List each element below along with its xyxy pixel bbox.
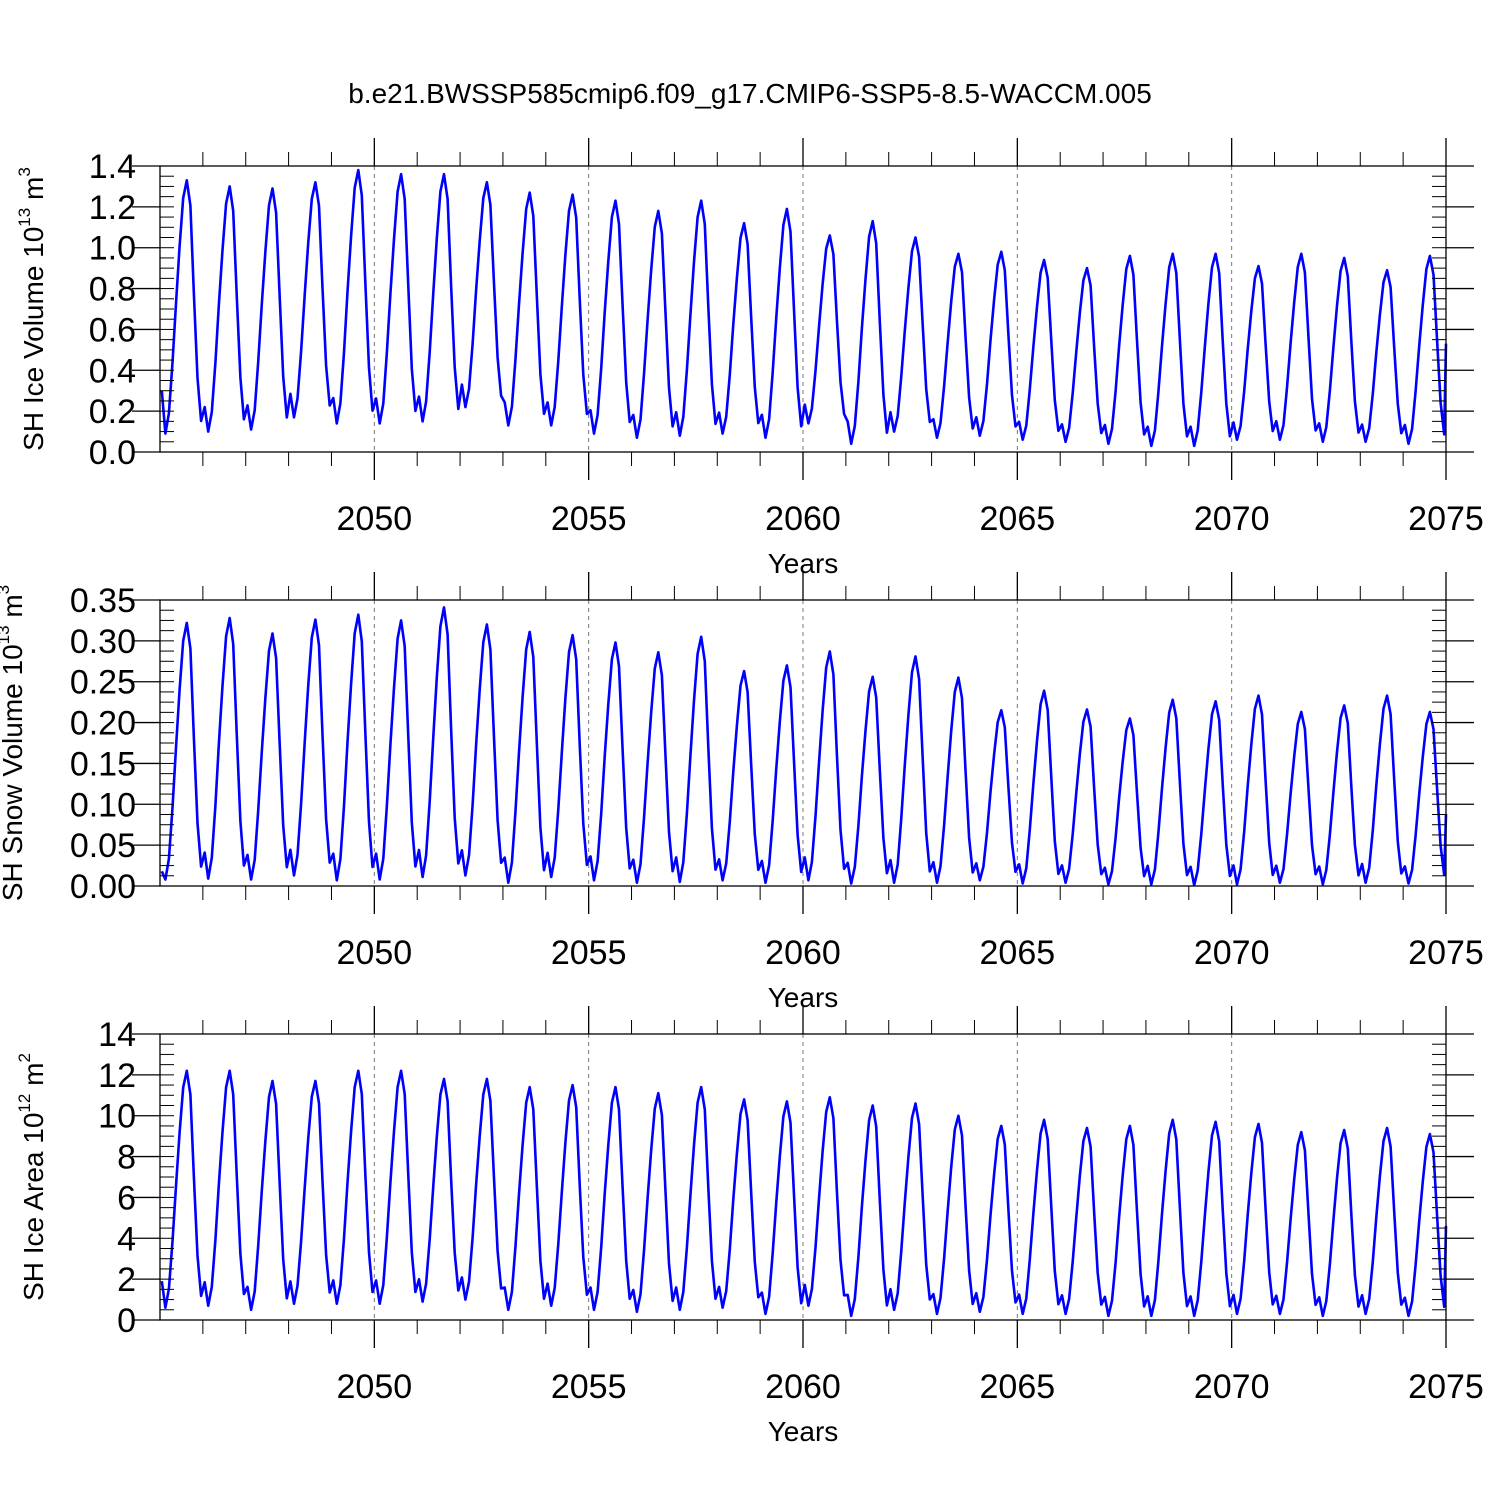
x-tick-label: 2060: [765, 934, 841, 972]
y-axis-label-unit: m: [0, 594, 28, 625]
y-tick-label: 0.05: [70, 827, 136, 865]
x-tick-label: 2055: [551, 1368, 627, 1406]
x-tick-label: 2060: [765, 500, 841, 538]
y-axis-label-unit-exponent: 3: [0, 585, 13, 594]
x-tick-label: 2050: [337, 500, 413, 538]
y-tick-label: 2: [117, 1261, 136, 1299]
y-tick-label: 0.25: [70, 664, 136, 702]
y-tick-label: 0.20: [70, 705, 136, 743]
y-axis-label-exponent: 13: [0, 625, 13, 644]
y-tick-label: 1.2: [89, 189, 136, 227]
y-axis-label: SH Ice Volume 1013 m3: [15, 167, 49, 451]
y-tick-label: 6: [117, 1179, 136, 1217]
x-tick-label: 2065: [980, 1368, 1056, 1406]
y-axis-label-exponent: 12: [15, 1094, 34, 1113]
x-tick-label: 2070: [1194, 1368, 1270, 1406]
y-tick-label: 0.0: [89, 434, 136, 472]
y-tick-label: 10: [98, 1098, 136, 1136]
x-tick-label: 2055: [551, 500, 627, 538]
y-tick-label: 0.30: [70, 623, 136, 661]
x-tick-label: 2060: [765, 1368, 841, 1406]
figure-title: b.e21.BWSSP585cmip6.f09_g17.CMIP6-SSP5-8…: [348, 78, 1152, 109]
y-axis-label-unit-exponent: 2: [15, 1053, 34, 1062]
series-line-sh-ice-volume: [160, 168, 1448, 448]
y-axis-label-unit: m: [18, 177, 49, 208]
x-tick-label: 2070: [1194, 934, 1270, 972]
y-axis-label: SH Ice Area 1012 m2: [15, 1053, 49, 1301]
y-axis-label-text: SH Ice Area 10: [18, 1113, 49, 1301]
x-tick-label: 2075: [1408, 934, 1484, 972]
x-tick-label: 2050: [337, 934, 413, 972]
y-tick-label: 0.8: [89, 271, 136, 309]
y-tick-label: 0.00: [70, 868, 136, 906]
x-tick-label: 2075: [1408, 500, 1484, 538]
y-tick-label: 0.15: [70, 745, 136, 783]
x-tick-label: 2055: [551, 934, 627, 972]
series-line-sh-snow-volume: [160, 606, 1448, 887]
y-tick-label: 1.4: [89, 148, 136, 186]
y-tick-label: 14: [98, 1016, 136, 1054]
y-tick-label: 4: [117, 1220, 136, 1258]
panel-2: 0.000.050.100.150.200.250.300.35 2050 2055…: [0, 572, 1484, 1013]
y-tick-label: 0.10: [70, 786, 136, 824]
x-axis-label: Years: [768, 1416, 839, 1447]
x-tick-label: 2065: [980, 934, 1056, 972]
y-axis-label-exponent: 13: [15, 208, 34, 227]
series-line-sh-ice-area: [160, 1069, 1448, 1318]
y-axis-label-text: SH Ice Volume 10: [18, 227, 49, 451]
y-tick-label: 0: [117, 1302, 136, 1340]
x-tick-label: 2050: [337, 1368, 413, 1406]
y-tick-label: 0.6: [89, 311, 136, 349]
y-tick-label: 8: [117, 1139, 136, 1177]
y-tick-label: 0.2: [89, 393, 136, 431]
y-axis-label-unit-exponent: 3: [15, 167, 34, 176]
y-axis-label: SH Snow Volume 1013 m3: [0, 585, 28, 901]
x-tick-label: 2070: [1194, 500, 1270, 538]
y-axis-label-text: SH Snow Volume 10: [0, 644, 28, 901]
y-tick-label: 1.0: [89, 230, 136, 268]
y-tick-label: 0.4: [89, 352, 136, 390]
y-tick-label: 0.35: [70, 582, 136, 620]
y-tick-label: 12: [98, 1057, 136, 1095]
panel-1: 0.00.20.40.60.81.01.21.4 2050 2055 2060 2065…: [15, 138, 1484, 579]
x-tick-label: 2065: [980, 500, 1056, 538]
x-tick-label: 2075: [1408, 1368, 1484, 1406]
y-axis-label-unit: m: [18, 1063, 49, 1094]
